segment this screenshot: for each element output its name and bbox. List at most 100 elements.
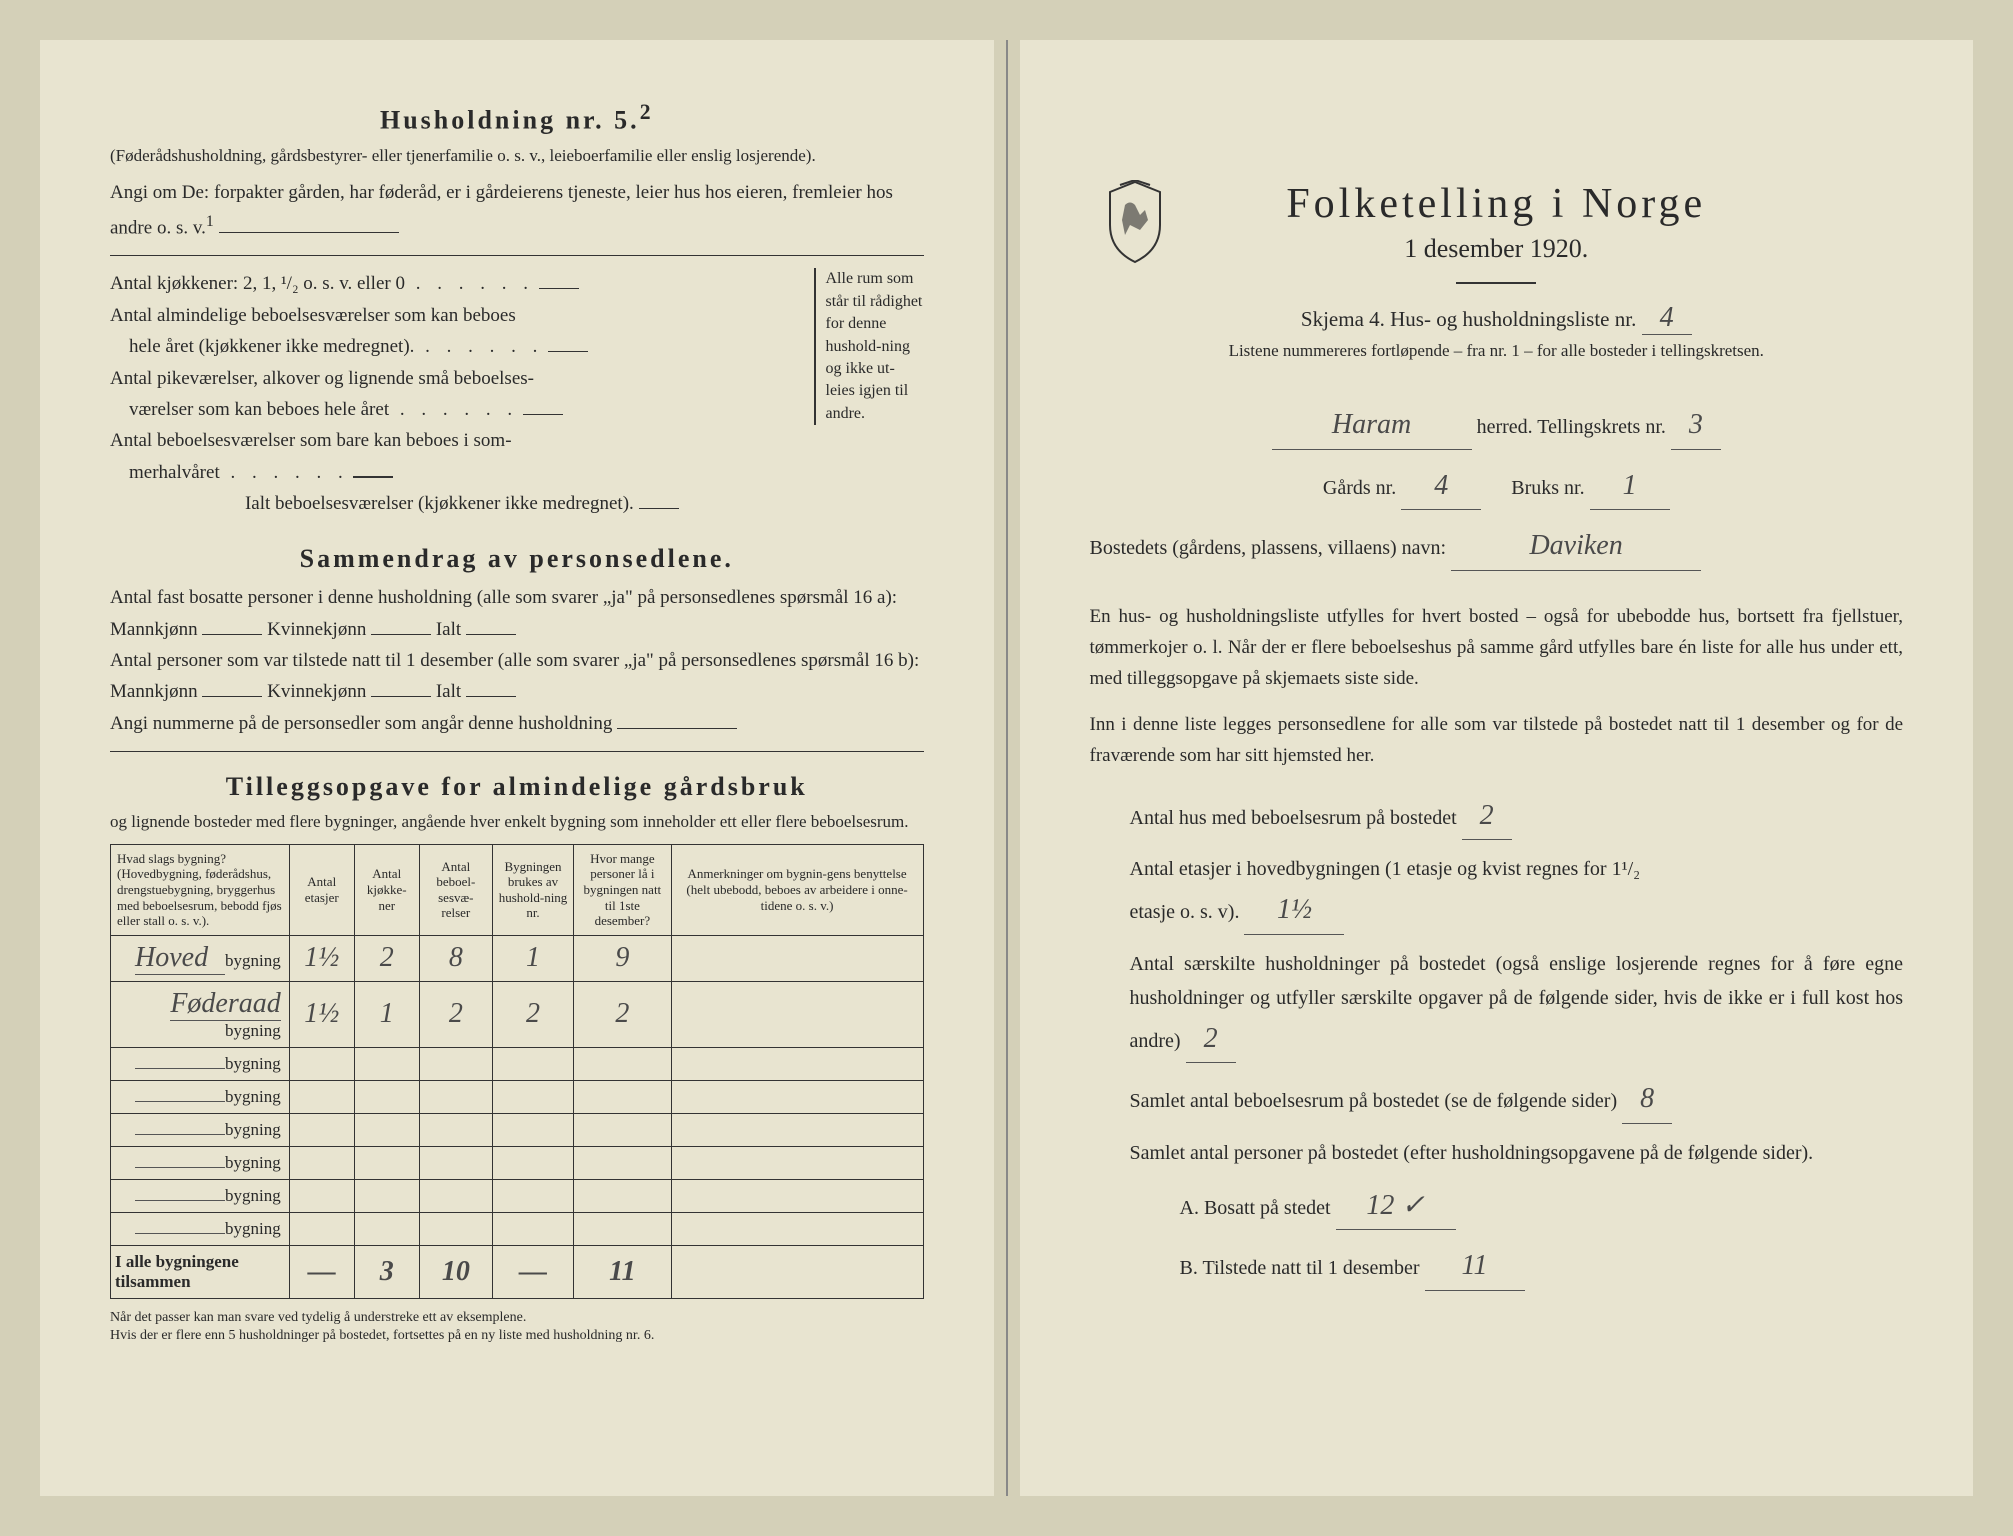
f2-row: Antal etasjer i hovedbygningen (1 etasje… [1090,852,1904,935]
f3-row: Antal særskilte husholdninger på bostede… [1090,947,1904,1064]
th-hushold: Bygningen brukes av hushold-ning nr. [492,844,573,935]
gards-row: Gårds nr. 4 Bruks nr. 1 [1090,462,1904,511]
cell [419,1146,492,1179]
sammendrag-title: Sammendrag av personsedlene. [110,544,924,574]
herred-val: Haram [1272,401,1472,450]
cell [419,1113,492,1146]
f4-row: Samlet antal beboelsesrum på bostedet (s… [1090,1075,1904,1124]
building-table: Hvad slags bygning? (Hovedbygning, føder… [110,844,924,1299]
angi-text-span: Angi om De: forpakter gården, har føderå… [110,182,893,238]
f2-val: 1½ [1244,886,1344,935]
left-page: Husholdning nr. 5.2 (Føderådshusholdning… [40,40,994,1496]
cell [289,1146,354,1179]
hr2 [110,751,924,752]
footer-note: Når det passer kan man svare ved tydelig… [110,1309,924,1345]
sommer-line: Antal beboelsesværelser som bare kan beb… [110,425,814,488]
row-name: bygning [111,1179,290,1212]
bosted-val: Daviken [1451,522,1701,571]
cell [671,935,923,981]
total-4: 11 [574,1245,672,1298]
cell [492,1047,573,1080]
husholdning-title-text: Husholdning nr. 5. [380,106,640,135]
bosted-row: Bostedets (gårdens, plassens, villaens) … [1090,522,1904,571]
right-page: Folketelling i Norge 1 desember 1920. Sk… [1020,40,1974,1496]
table-row: bygning [111,1179,924,1212]
husholdning-sup: 2 [640,100,654,124]
main-title: Folketelling i Norge [1090,180,1904,228]
cell: 1 [492,935,573,981]
krets-val: 3 [1671,401,1721,450]
almind-line: Antal almindelige beboelsesværelser som … [110,300,814,363]
skjema-line: Skjema 4. Hus- og husholdningsliste nr. … [1090,302,1904,335]
th-bygning: Hvad slags bygning? (Hovedbygning, føder… [111,844,290,935]
sub-date: 1 desember 1920. [1090,234,1904,264]
f4-val: 8 [1622,1075,1672,1124]
table-row: bygning [111,1212,924,1245]
pike-line: Antal pikeværelser, alkover og lignende … [110,363,814,426]
cell [671,1179,923,1212]
gards-val: 4 [1401,462,1481,511]
row-name: Føderaadbygning [111,981,290,1047]
f3-val: 2 [1186,1015,1236,1064]
cell [289,1080,354,1113]
cell [671,1146,923,1179]
cell [419,1080,492,1113]
cell [492,1080,573,1113]
angi-sup: 1 [206,213,214,230]
total-label: I alle bygningene tilsammen [111,1245,290,1298]
cell [574,1113,672,1146]
cell [574,1047,672,1080]
listene-note: Listene nummereres fortløpende – fra nr.… [1090,341,1904,361]
herred-row: Haram herred. Tellingskrets nr. 3 [1090,401,1904,450]
total-2: 10 [419,1245,492,1298]
cell: 2 [574,981,672,1047]
angi-fill [219,232,399,233]
sammendrag-block: Antal fast bosatte personer i denne hush… [110,582,924,739]
row-name: Hovedbygning [111,935,290,981]
cell: 8 [419,935,492,981]
husholdning-title: Husholdning nr. 5.2 [110,100,924,136]
cell [419,1047,492,1080]
tillegg-sub: og lignende bosteder med flere bygninger… [110,810,924,834]
row-name: bygning [111,1113,290,1146]
cell [354,1212,419,1245]
cell [574,1146,672,1179]
bracket-note: Alle rum som står til rådighet for denne… [814,268,924,425]
table-row: Føderaadbygning1½1222 [111,981,924,1047]
cell [354,1179,419,1212]
cell [354,1146,419,1179]
cell [289,1179,354,1212]
cell: 1½ [289,935,354,981]
para2: Inn i denne liste legges personsedlene f… [1090,709,1904,772]
skjema-val: 4 [1642,302,1692,335]
cell [671,1212,923,1245]
table-row: bygning [111,1080,924,1113]
total-3: — [492,1245,573,1298]
fB-val: 11 [1425,1242,1525,1291]
kjokken-line: Antal kjøkkener: 2, 1, ¹/₂ o. s. v. elle… [110,268,814,299]
cell [419,1179,492,1212]
cell [574,1212,672,1245]
row-name: bygning [111,1047,290,1080]
hr1 [110,255,924,256]
cell [354,1113,419,1146]
row-name: bygning [111,1212,290,1245]
table-row: bygning [111,1047,924,1080]
hr-short [1456,282,1536,284]
cell [671,1113,923,1146]
angi-text: Angi om De: forpakter gården, har føderå… [110,177,924,243]
th-etasjer: Antal etasjer [289,844,354,935]
cell [354,1080,419,1113]
cell: 2 [354,935,419,981]
row-name: bygning [111,1080,290,1113]
row-name: bygning [111,1146,290,1179]
tillegg-title: Tilleggsopgave for almindelige gårdsbruk [110,772,924,802]
fA-val: 12 ✓ [1336,1182,1456,1231]
cell [289,1113,354,1146]
cell: 1 [354,981,419,1047]
cell [289,1047,354,1080]
cell: 9 [574,935,672,981]
cell [289,1212,354,1245]
cell [574,1179,672,1212]
cell [492,1146,573,1179]
